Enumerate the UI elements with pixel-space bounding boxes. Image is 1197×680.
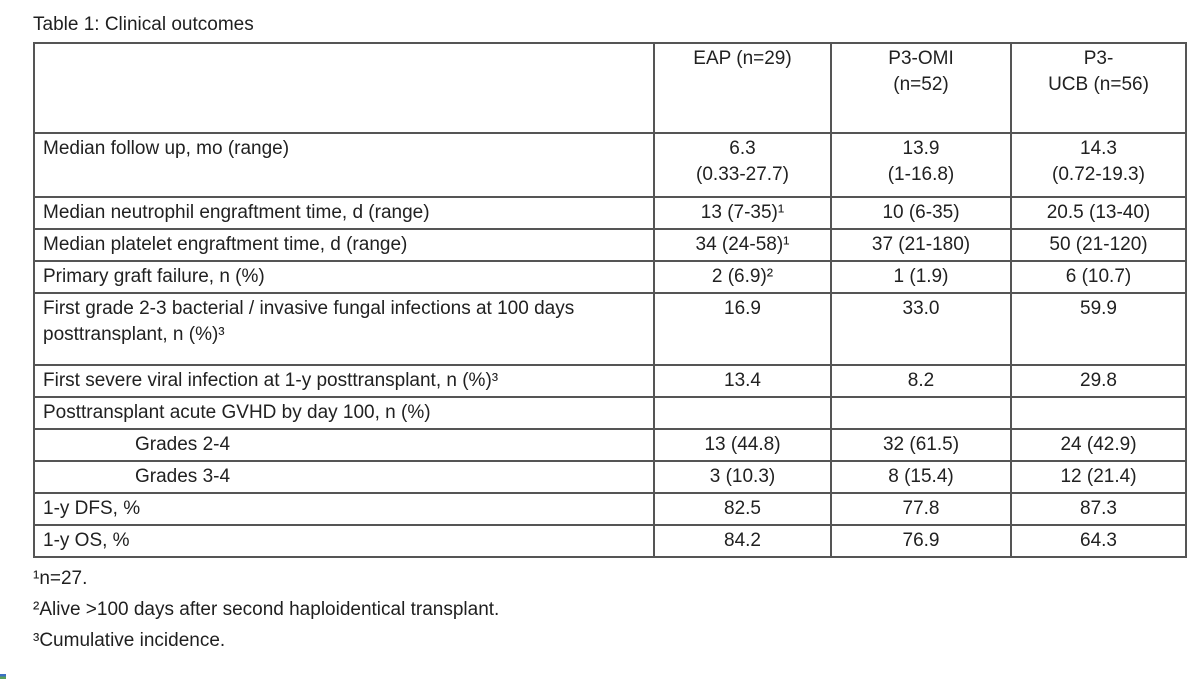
value-cell	[1010, 396, 1187, 430]
value-cell: 50 (21-120)	[1010, 228, 1187, 262]
clinical-outcomes-table: EAP (n=29) P3-OMI (n=52) P3- UCB (n=56) …	[33, 42, 1187, 558]
table-header-row: EAP (n=29) P3-OMI (n=52) P3- UCB (n=56)	[33, 42, 1187, 134]
value-cell: 13.4	[653, 364, 832, 398]
row-label: Median follow up, mo (range)	[33, 132, 655, 198]
column-header-p3-omi: P3-OMI (n=52)	[830, 42, 1012, 134]
document-body: Table 1: Clinical outcomes EAP (n=29) P3…	[33, 14, 1187, 656]
value-cell: 20.5 (13-40)	[1010, 196, 1187, 230]
value-cell: 6.3 (0.33-27.7)	[653, 132, 832, 198]
value-cell: 12 (21.4)	[1010, 460, 1187, 494]
value-cell: 64.3	[1010, 524, 1187, 558]
footnotes-section: ¹n=27. ²Alive >100 days after second hap…	[33, 563, 1185, 656]
value-cell: 8 (15.4)	[830, 460, 1012, 494]
table-row: 1-y OS, % 84.2 76.9 64.3	[33, 524, 1187, 558]
corner-mark-artifact	[0, 674, 6, 679]
value-cell: 82.5	[653, 492, 832, 526]
value-cell: 34 (24-58)¹	[653, 228, 832, 262]
value-cell: 32 (61.5)	[830, 428, 1012, 462]
value-cell: 8.2	[830, 364, 1012, 398]
row-label: First grade 2-3 bacterial / invasive fun…	[33, 292, 655, 366]
value-cell: 1 (1.9)	[830, 260, 1012, 294]
row-label: Posttransplant acute GVHD by day 100, n …	[33, 396, 655, 430]
value-cell: 2 (6.9)²	[653, 260, 832, 294]
value-cell: 84.2	[653, 524, 832, 558]
value-cell: 87.3	[1010, 492, 1187, 526]
footnote-1: ¹n=27.	[33, 568, 88, 589]
table-row: First severe viral infection at 1-y post…	[33, 364, 1187, 398]
value-cell: 77.8	[830, 492, 1012, 526]
value-cell: 37 (21-180)	[830, 228, 1012, 262]
row-label: Grades 3-4	[33, 460, 655, 494]
row-label: First severe viral infection at 1-y post…	[33, 364, 655, 398]
value-cell: 29.8	[1010, 364, 1187, 398]
value-cell: 13.9 (1-16.8)	[830, 132, 1012, 198]
value-cell: 14.3 (0.72-19.3)	[1010, 132, 1187, 198]
table-row: Grades 2-4 13 (44.8) 32 (61.5) 24 (42.9)	[33, 428, 1187, 462]
value-cell: 59.9	[1010, 292, 1187, 366]
table-row: Median follow up, mo (range) 6.3 (0.33-2…	[33, 132, 1187, 198]
row-label: 1-y OS, %	[33, 524, 655, 558]
value-cell	[830, 396, 1012, 430]
table-row: 1-y DFS, % 82.5 77.8 87.3	[33, 492, 1187, 526]
table-row: Median platelet engraftment time, d (ran…	[33, 228, 1187, 262]
row-label: Grades 2-4	[33, 428, 655, 462]
column-header-p3-ucb: P3- UCB (n=56)	[1010, 42, 1187, 134]
table-row: Median neutrophil engraftment time, d (r…	[33, 196, 1187, 230]
column-header-empty	[33, 42, 655, 134]
value-cell: 10 (6-35)	[830, 196, 1012, 230]
value-cell: 13 (44.8)	[653, 428, 832, 462]
value-cell: 13 (7-35)¹	[653, 196, 832, 230]
row-label: 1-y DFS, %	[33, 492, 655, 526]
table-row: First grade 2-3 bacterial / invasive fun…	[33, 292, 1187, 366]
table-title: Table 1: Clinical outcomes	[33, 14, 254, 35]
footnote-2: ²Alive >100 days after second haploident…	[33, 599, 500, 620]
row-label: Primary graft failure, n (%)	[33, 260, 655, 294]
table-row: Grades 3-4 3 (10.3) 8 (15.4) 12 (21.4)	[33, 460, 1187, 494]
value-cell: 16.9	[653, 292, 832, 366]
table-row: Posttransplant acute GVHD by day 100, n …	[33, 396, 1187, 430]
value-cell: 76.9	[830, 524, 1012, 558]
row-label: Median platelet engraftment time, d (ran…	[33, 228, 655, 262]
value-cell: 24 (42.9)	[1010, 428, 1187, 462]
value-cell: 6 (10.7)	[1010, 260, 1187, 294]
value-cell: 3 (10.3)	[653, 460, 832, 494]
footnote-3: ³Cumulative incidence.	[33, 630, 226, 651]
table-row: Primary graft failure, n (%) 2 (6.9)² 1 …	[33, 260, 1187, 294]
row-label: Median neutrophil engraftment time, d (r…	[33, 196, 655, 230]
column-header-eap: EAP (n=29)	[653, 42, 832, 134]
value-cell	[653, 396, 832, 430]
value-cell: 33.0	[830, 292, 1012, 366]
